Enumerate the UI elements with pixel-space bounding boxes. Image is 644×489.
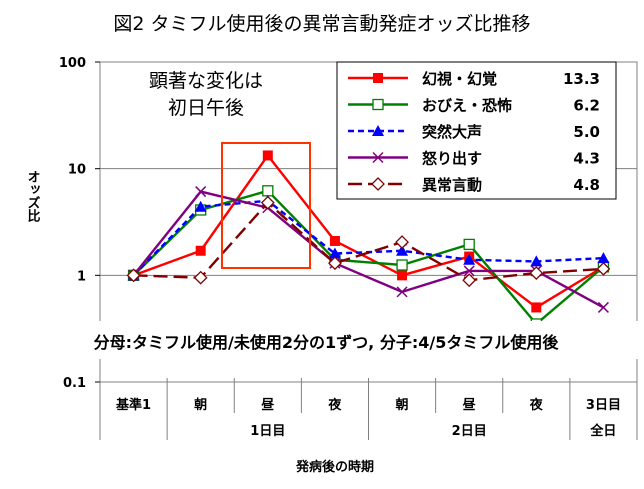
category-group-label: 2日目 bbox=[452, 424, 487, 439]
series-layer bbox=[126, 150, 611, 330]
legend-value: 4.8 bbox=[573, 176, 600, 194]
category-label: 朝 bbox=[194, 397, 207, 413]
data-point bbox=[463, 265, 475, 277]
y-tick-label: 10 bbox=[68, 163, 86, 178]
legend-item: 突然大声 5.0 bbox=[348, 123, 600, 141]
category-label: 3日目 bbox=[586, 398, 621, 413]
category-label: 昼 bbox=[261, 397, 274, 413]
category-label: 基準1 bbox=[115, 397, 151, 413]
data-point bbox=[126, 268, 141, 283]
legend-marker bbox=[372, 125, 384, 136]
data-point bbox=[396, 244, 409, 256]
y-tick-label: 1 bbox=[77, 269, 86, 284]
legend-value: 5.0 bbox=[573, 123, 600, 141]
annotation-line: 初日午後 bbox=[168, 97, 244, 119]
data-point bbox=[193, 270, 208, 285]
data-point bbox=[329, 235, 340, 246]
data-point bbox=[262, 185, 274, 197]
category-label: 昼 bbox=[463, 397, 476, 413]
category-table: 基準1 朝 昼 夜 朝 昼 夜 3日目 1日目 2日目 全日 bbox=[99, 382, 638, 440]
data-point bbox=[596, 261, 611, 276]
legend-label: 幻視・幻覚 bbox=[422, 70, 497, 88]
x-axis-label: 発病後の時期 bbox=[295, 459, 374, 475]
category-label: 夜 bbox=[327, 397, 342, 413]
data-point bbox=[195, 186, 207, 198]
category-label: 朝 bbox=[396, 397, 409, 413]
series-line bbox=[132, 190, 605, 309]
category-group-label: 全日 bbox=[589, 423, 616, 439]
legend-item: 怒り出す 4.3 bbox=[348, 150, 600, 168]
data-point bbox=[194, 200, 207, 212]
highlight-box bbox=[221, 142, 311, 269]
category-group-label: 1日目 bbox=[250, 424, 285, 439]
legend-value: 4.3 bbox=[573, 150, 600, 168]
data-point bbox=[529, 266, 544, 280]
legend-label: 突然大声 bbox=[422, 123, 482, 141]
data-point bbox=[462, 273, 477, 288]
legend-label: 異常言動 bbox=[422, 176, 482, 194]
data-point bbox=[396, 259, 408, 271]
legend-marker bbox=[372, 151, 384, 164]
annotation-line: 顕著な変化は bbox=[149, 70, 263, 92]
legend-item: 幻視・幻覚 13.3 bbox=[348, 70, 600, 88]
y-axis-label-text: オッズ比 bbox=[25, 170, 41, 223]
y-tick-label: 0.1 bbox=[63, 376, 86, 391]
legend-value: 6.2 bbox=[573, 97, 600, 115]
data-point bbox=[530, 255, 543, 267]
footnote-background bbox=[0, 321, 644, 359]
series-line bbox=[132, 189, 605, 326]
legend-item: おびえ・恐怖 6.2 bbox=[348, 97, 600, 115]
footnote: 分母:タミフル使用/未使用2分の1ずつ, 分子:4/5タミフル使用後 bbox=[94, 333, 560, 352]
legend-marker bbox=[372, 98, 384, 111]
y-tick-label: 100 bbox=[59, 56, 86, 71]
legend-label: 怒り出す bbox=[422, 150, 482, 168]
legend-marker bbox=[371, 177, 385, 191]
chart-title: 図2 タミフル使用後の異常言動発症オッズ比推移 bbox=[113, 13, 530, 35]
series-line bbox=[133, 201, 604, 282]
data-point bbox=[463, 238, 475, 251]
series-line bbox=[133, 154, 605, 309]
data-point bbox=[395, 235, 409, 249]
data-point bbox=[597, 301, 609, 313]
legend-item: 異常言動 4.8 bbox=[348, 176, 600, 194]
category-label: 夜 bbox=[529, 397, 544, 413]
data-point bbox=[463, 253, 476, 265]
legend-label: おびえ・恐怖 bbox=[422, 97, 512, 115]
y-axis-label: オッズ比 bbox=[25, 170, 41, 223]
legend-marker bbox=[373, 73, 383, 83]
data-point bbox=[328, 247, 341, 259]
data-point bbox=[531, 302, 542, 313]
data-point bbox=[396, 286, 408, 298]
data-point bbox=[195, 245, 206, 256]
data-point bbox=[597, 252, 610, 264]
data-point bbox=[328, 256, 342, 271]
data-point bbox=[260, 195, 275, 210]
data-point bbox=[262, 150, 273, 161]
series-5 bbox=[126, 195, 611, 288]
legend: 幻視・幻覚 13.3 おびえ・恐怖 6.2 突然大声 5.0 怒り出す 4.3 異常言動 4.8 bbox=[336, 61, 617, 200]
data-point bbox=[397, 270, 408, 281]
legend-value: 13.3 bbox=[563, 70, 600, 88]
